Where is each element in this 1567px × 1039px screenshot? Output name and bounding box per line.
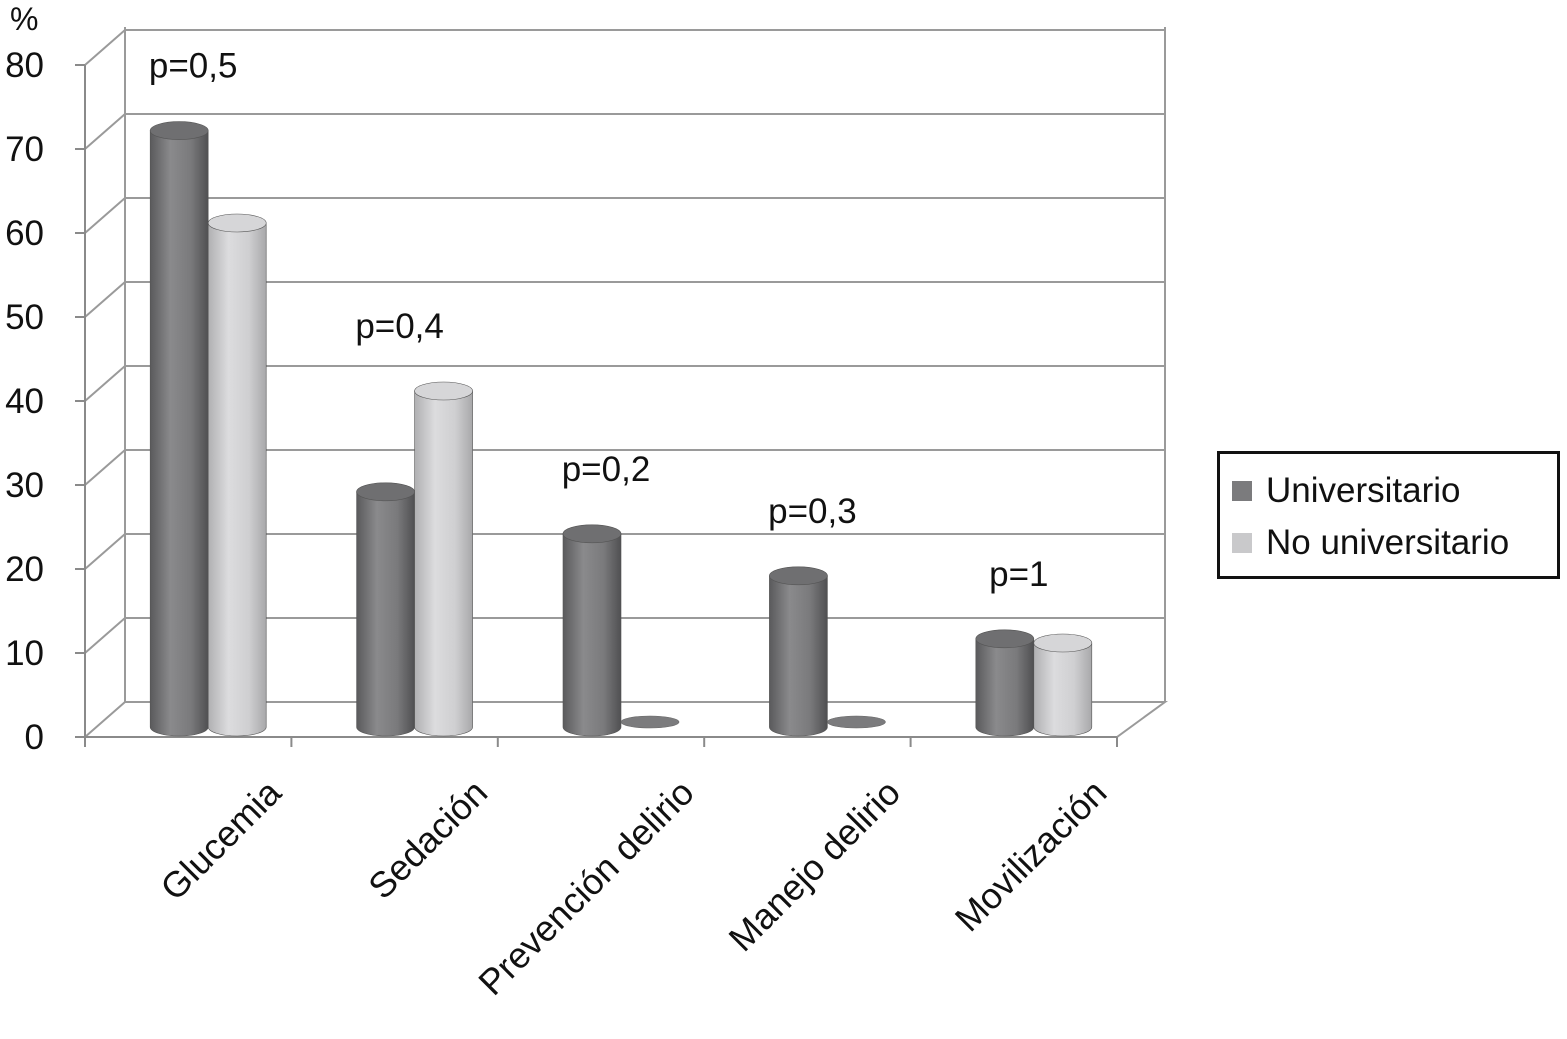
gridline-side-60 <box>84 197 126 234</box>
annotation-prevencion-delirio: p=0,2 <box>562 450 651 489</box>
gridline-side-80 <box>84 29 126 66</box>
y-tick-label-40: 40 <box>5 382 44 421</box>
bar-no-universitario-movilizacion-top <box>1033 633 1093 653</box>
gridline-side-40 <box>84 365 126 402</box>
legend-label-universitario: Universitario <box>1266 471 1461 510</box>
gridline-side-30 <box>84 449 126 486</box>
bar-no-universitario-sedacion-top <box>414 381 473 401</box>
bar-no-universitario-glucemia <box>207 213 267 737</box>
x-tick-label-sedacion: Sedación <box>360 772 495 907</box>
bar-universitario-prevencion-delirio-body <box>562 533 622 737</box>
x-tick-label-prevencion-delirio: Prevención delirio <box>470 772 701 1003</box>
gridline-side-70 <box>84 113 126 150</box>
bar-universitario-movilizacion-top <box>975 629 1035 649</box>
y-tick-label-70: 70 <box>5 130 44 169</box>
bar-no-universitario-glucemia-top <box>207 213 267 233</box>
legend-swatch-universitario <box>1232 481 1252 501</box>
legend-item-universitario: Universitario <box>1232 471 1461 511</box>
y-tick-label-20: 20 <box>5 550 44 589</box>
legend-label-no-universitario: No universitario <box>1266 523 1510 562</box>
bar-universitario-prevencion-delirio <box>562 524 622 737</box>
y-tick-label-80: 80 <box>5 46 44 85</box>
y-tick-label-50: 50 <box>5 298 44 337</box>
y-tick-label-60: 60 <box>5 214 44 253</box>
bar-universitario-glucemia <box>149 121 209 737</box>
y-tick-label-0: 0 <box>25 718 44 757</box>
gridline-side-10 <box>84 617 126 654</box>
bar-no-universitario-glucemia-body <box>207 222 267 737</box>
bar-no-universitario-prevencion-delirio-base <box>620 715 680 729</box>
bar-universitario-sedacion <box>356 482 415 737</box>
bar-universitario-movilizacion-body <box>975 638 1035 737</box>
x-tick-label-glucemia: Glucemia <box>152 771 289 908</box>
gridline-side-20 <box>84 533 126 570</box>
bar-no-universitario-sedacion <box>414 381 473 737</box>
bar-universitario-glucemia-top <box>149 121 209 140</box>
annotation-movilizacion: p=1 <box>989 555 1048 594</box>
bar-no-universitario-manejo-delirio <box>827 715 886 729</box>
y-tick-label-10: 10 <box>5 634 44 673</box>
legend-swatch-no-universitario <box>1232 533 1252 553</box>
bar-universitario-sedacion-body <box>356 491 415 737</box>
bar-universitario-movilizacion <box>975 629 1035 737</box>
annotation-sedacion: p=0,4 <box>355 307 444 346</box>
bar-universitario-glucemia-body <box>149 130 209 737</box>
bar-no-universitario-manejo-delirio-base <box>827 715 886 729</box>
y-tick-label-30: 30 <box>5 466 44 505</box>
annotation-glucemia: p=0,5 <box>149 47 238 86</box>
annotation-manejo-delirio: p=0,3 <box>768 492 857 531</box>
bar-no-universitario-sedacion-body <box>414 390 473 737</box>
x-tick-label-manejo-delirio: Manejo delirio <box>721 772 908 959</box>
y-axis-unit-label: % <box>10 1 38 37</box>
bar-universitario-manejo-delirio <box>769 566 828 737</box>
bar-universitario-manejo-delirio-body <box>769 575 828 737</box>
legend: Universitario No universitario <box>1217 451 1560 579</box>
legend-item-no-universitario: No universitario <box>1232 523 1509 563</box>
x-tick-label-movilizacion: Movilización <box>947 772 1115 940</box>
bar-universitario-sedacion-top <box>356 482 415 502</box>
bar-no-universitario-movilizacion <box>1033 633 1093 737</box>
bar-universitario-manejo-delirio-top <box>769 566 828 586</box>
gridline-side-50 <box>84 281 126 318</box>
bar-no-universitario-prevencion-delirio <box>620 715 680 729</box>
bar-no-universitario-movilizacion-body <box>1033 642 1093 737</box>
bar-universitario-prevencion-delirio-top <box>562 524 622 544</box>
